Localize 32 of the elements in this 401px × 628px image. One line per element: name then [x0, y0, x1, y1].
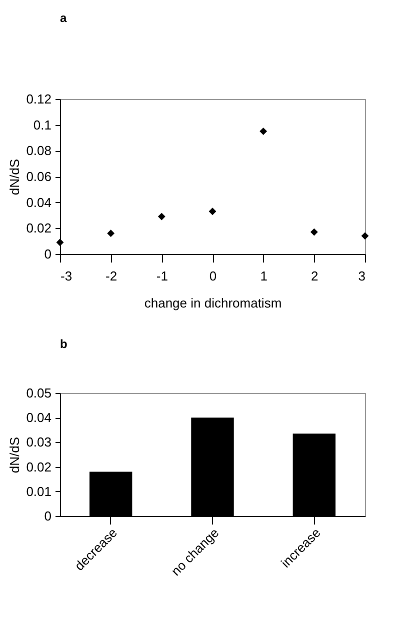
point — [260, 128, 268, 135]
y-tick-label: 0.08 — [26, 143, 52, 158]
x-tick-label: 2 — [311, 268, 318, 284]
x-tick-label: -1 — [156, 268, 168, 284]
point — [361, 232, 369, 240]
y-tick-label: 0.03 — [26, 434, 52, 450]
y-tick-label: 0.02 — [26, 459, 52, 474]
y-tick-label: 0.12 — [26, 92, 52, 106]
y-tick-label: 0.05 — [26, 386, 52, 400]
point — [310, 228, 318, 236]
x-axis-title: change in dichromatism — [144, 296, 282, 310]
x-tick-label: 0 — [209, 268, 217, 284]
x-tick-label: -2 — [106, 268, 118, 284]
y-axis-title: dN/dS — [7, 158, 22, 196]
y-tick-label: 0 — [44, 246, 52, 262]
point — [158, 212, 166, 220]
point — [107, 230, 115, 238]
y-tick-label: 0.06 — [26, 169, 52, 184]
y-tick-label: 0.01 — [26, 484, 52, 499]
chart-title: a — [60, 11, 67, 25]
y-tick-label: 0.04 — [26, 410, 52, 426]
y-tick-label: 0.02 — [26, 220, 52, 236]
chart-title: b — [60, 337, 68, 351]
point — [208, 208, 216, 216]
x-tick-label: 1 — [260, 268, 268, 284]
y-tick-label: 0.04 — [26, 194, 52, 210]
y-tick-label: 0 — [44, 508, 52, 524]
point — [56, 238, 64, 246]
y-axis-title: dN/dS — [7, 436, 22, 474]
x-tick-label: -3 — [60, 268, 72, 284]
x-tick-label: 3 — [358, 268, 366, 284]
y-tick-label: 0.1 — [33, 117, 52, 132]
